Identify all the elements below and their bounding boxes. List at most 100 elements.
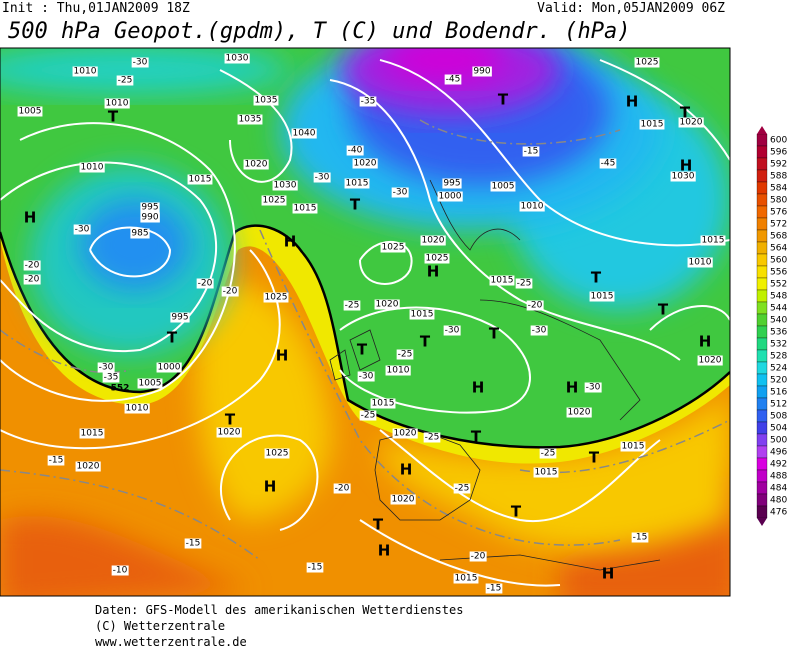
label-box [243, 159, 269, 170]
label-box [359, 410, 377, 421]
label-box [221, 286, 239, 297]
isobar-label: 1020 [680, 118, 703, 128]
temperature-label: -30 [315, 173, 330, 183]
temperature-label: -35 [361, 97, 376, 107]
legend-label: 596 [770, 148, 787, 158]
label-box [17, 106, 43, 117]
label-box [526, 300, 544, 311]
legend-label: 560 [770, 256, 787, 266]
map-title: 500 hPa Geopot.(gpdm), T (C) und Bodendr… [8, 19, 631, 44]
label-box [370, 398, 396, 409]
label-box [631, 532, 649, 543]
label-box [700, 235, 726, 246]
valid-time: Valid: Mon,05JAN2009 06Z [537, 1, 725, 16]
label-box [392, 428, 418, 439]
temperature-label: -20 [25, 261, 40, 271]
legend-swatch [756, 505, 768, 519]
legend-swatch [756, 193, 768, 207]
label-box [374, 299, 400, 310]
label-box [380, 242, 406, 253]
label-box [437, 191, 463, 202]
temperature-label: -25 [517, 279, 532, 289]
temperature-label: -10 [113, 566, 128, 576]
label-box [343, 300, 361, 311]
label-box [530, 325, 548, 336]
init-time: Init : Thu,01JAN2009 18Z [2, 1, 190, 16]
label-box [156, 362, 182, 373]
temperature-label: -20 [198, 279, 213, 289]
legend-swatch [756, 241, 768, 255]
isobar-label: 1015 [591, 292, 614, 302]
label-box [444, 74, 462, 85]
temperature-label: -25 [398, 350, 413, 360]
temperature-label: -20 [25, 275, 40, 285]
label-box [639, 119, 665, 130]
isobar-label: 1030 [274, 181, 297, 191]
pressure-center: H [566, 379, 579, 397]
pressure-center: H [472, 379, 485, 397]
legend-swatch [756, 385, 768, 399]
temperature-label: -25 [425, 433, 440, 443]
temperature-label: -35 [104, 373, 119, 383]
isobar-label: 1015 [346, 179, 369, 189]
legend-label: 580 [770, 196, 787, 206]
label-box [359, 96, 377, 107]
label-box [620, 441, 646, 452]
label-box [420, 235, 446, 246]
legend-label: 516 [770, 388, 787, 398]
isobar-label: 1020 [354, 159, 377, 169]
temperature-label: -15 [633, 533, 648, 543]
legend-swatch [756, 265, 768, 279]
isobar-label: 1005 [19, 107, 42, 117]
legend-label: 540 [770, 316, 787, 326]
pressure-center: H [284, 233, 297, 251]
temperature-label: -30 [75, 225, 90, 235]
label-box [443, 325, 461, 336]
label-box [469, 551, 487, 562]
legend-swatch [756, 445, 768, 459]
label-box [670, 171, 696, 182]
label-box [589, 291, 615, 302]
label-box [472, 66, 492, 77]
isobar-label: 1020 [699, 356, 722, 366]
label-box [261, 195, 287, 206]
legend-label: 512 [770, 400, 787, 410]
isobar-label: 1015 [189, 175, 212, 185]
legend-label: 484 [770, 484, 787, 494]
isobar-label: 1025 [263, 196, 286, 206]
isobar-label: 1020 [245, 160, 268, 170]
isobar-label: 1025 [636, 58, 659, 68]
label-box [396, 349, 414, 360]
label-box [391, 187, 409, 198]
legend-swatch [756, 133, 768, 147]
label-box [104, 98, 130, 109]
isobar-label: 1010 [81, 163, 104, 173]
footer-line: www.wetterzentrale.de [95, 635, 247, 648]
pressure-center: H [24, 209, 37, 227]
pressure-center: H [427, 263, 440, 281]
legend-swatch [756, 181, 768, 195]
legend-swatch [756, 217, 768, 231]
pressure-center: H [602, 565, 615, 583]
pressure-center: T [357, 341, 368, 359]
isobar-label: 995 [141, 203, 158, 213]
label-box [539, 448, 557, 459]
legend-label: 476 [770, 508, 787, 518]
label-box [522, 146, 540, 157]
label-box [187, 174, 213, 185]
legend-swatch [756, 169, 768, 183]
label-box [390, 494, 416, 505]
isobar-label: 1025 [426, 254, 449, 264]
label-box [515, 278, 533, 289]
isobar-label: 1005 [139, 379, 162, 389]
isobar-label: 1020 [77, 462, 100, 472]
legend-label: 588 [770, 172, 787, 182]
temperature-label: -20 [528, 301, 543, 311]
label-box [47, 455, 65, 466]
label-box [357, 371, 375, 382]
legend-swatch [756, 253, 768, 267]
isobar-label: 990 [473, 67, 490, 77]
pressure-center: T [589, 449, 600, 467]
temperature-label: -45 [601, 159, 616, 169]
label-box [170, 312, 190, 323]
